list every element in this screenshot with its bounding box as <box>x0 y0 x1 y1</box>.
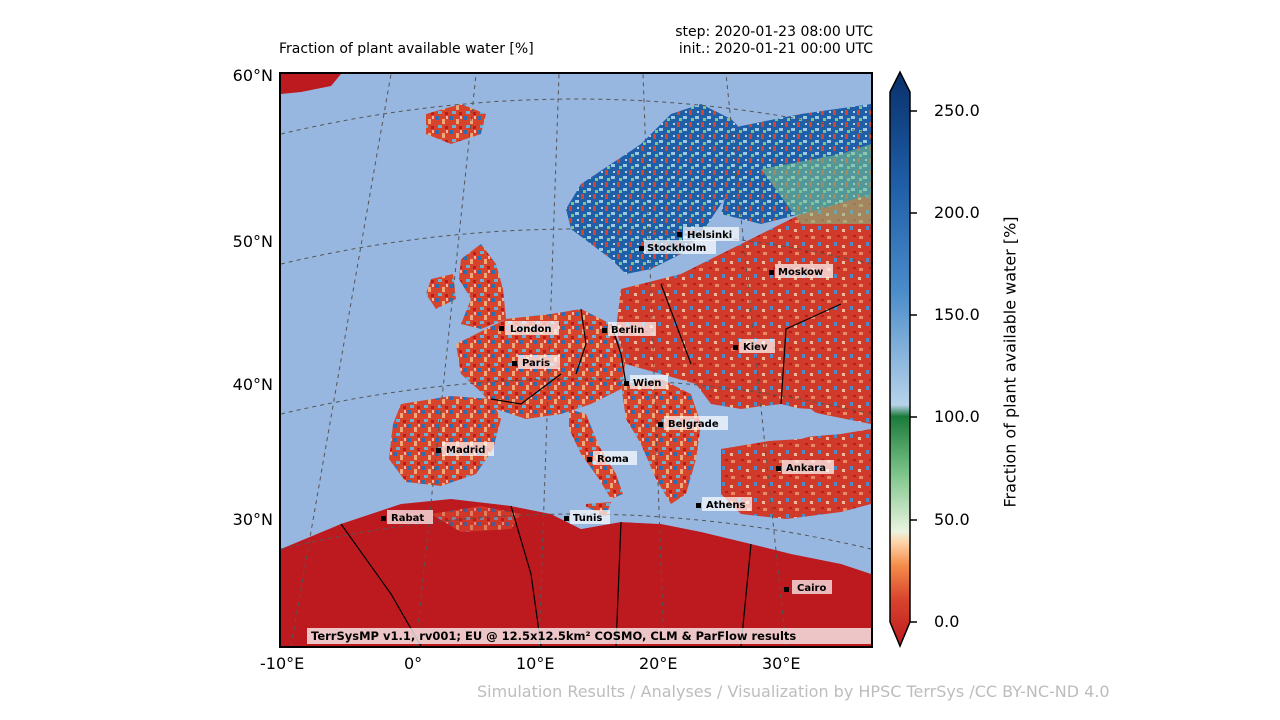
credit-line: Simulation Results / Analyses / Visualiz… <box>477 682 1110 701</box>
svg-text:Madrid: Madrid <box>446 445 485 456</box>
svg-text:Ankara: Ankara <box>786 463 826 474</box>
land-eastern-europe <box>616 194 871 424</box>
svg-text:Stockholm: Stockholm <box>647 243 706 254</box>
model-note: TerrSysMP v1.1, rv001; EU @ 12.5x12.5km²… <box>311 629 796 643</box>
land-ireland <box>426 274 456 309</box>
colorbar-tick-100: 100.0 <box>934 407 980 426</box>
timestamp-block: step: 2020-01-23 08:00 UTC init.: 2020-0… <box>675 24 873 58</box>
map-panel: Helsinki Stockholm Moskow London Berlin … <box>279 72 873 648</box>
land-iberia <box>389 396 501 486</box>
land-iceland <box>426 104 486 144</box>
city-markers: Helsinki Stockholm Moskow London Berlin … <box>381 227 834 594</box>
colorbar-tick-150: 150.0 <box>934 305 980 324</box>
svg-text:Wien: Wien <box>633 378 661 389</box>
svg-text:Belgrade: Belgrade <box>668 419 719 430</box>
svg-text:Paris: Paris <box>522 358 550 369</box>
init-time: init.: 2020-01-21 00:00 UTC <box>678 41 873 57</box>
svg-text:Moskow: Moskow <box>778 267 823 278</box>
lon-label-20: 20°E <box>639 654 678 673</box>
black-sea <box>711 406 836 442</box>
city-helsinki: Helsinki <box>677 227 739 241</box>
lon-label-0: 0° <box>404 654 423 673</box>
city-ankara: Ankara <box>776 460 834 474</box>
colorbar-tick-0: 0.0 <box>934 612 960 631</box>
step-time: step: 2020-01-23 08:00 UTC <box>675 24 873 40</box>
svg-text:Berlin: Berlin <box>611 325 644 336</box>
city-berlin: Berlin <box>602 322 656 336</box>
land-britain <box>459 244 506 329</box>
lat-label-60: 60°N <box>232 66 273 85</box>
svg-text:Helsinki: Helsinki <box>687 230 732 241</box>
city-cairo: Cairo <box>784 580 832 594</box>
lat-label-30: 30°N <box>232 510 273 529</box>
colorbar-tick-50: 50.0 <box>934 510 970 529</box>
city-wien: Wien <box>624 375 668 389</box>
lon-label-10: 10°E <box>516 654 555 673</box>
land-scandinavia <box>566 104 751 274</box>
city-paris: Paris <box>512 355 560 369</box>
city-tunis: Tunis <box>564 510 610 524</box>
svg-text:Roma: Roma <box>597 454 629 465</box>
svg-text:Tunis: Tunis <box>573 513 602 524</box>
city-moskow: Moskow <box>769 264 833 278</box>
city-kiev: Kiev <box>733 339 775 353</box>
city-madrid: Madrid <box>436 442 494 456</box>
map-title: Fraction of plant available water [%] <box>279 41 534 57</box>
lat-label-40: 40°N <box>232 375 273 394</box>
svg-text:Athens: Athens <box>706 500 746 511</box>
city-london: London <box>499 321 559 335</box>
map-canvas: Helsinki Stockholm Moskow London Berlin … <box>281 74 871 646</box>
colorbar-tick-200: 200.0 <box>934 203 980 222</box>
lon-label-m10: -10°E <box>260 654 305 673</box>
colorbar-tick-250: 250.0 <box>934 101 980 120</box>
svg-text:London: London <box>510 324 552 335</box>
land-balkans <box>621 379 701 504</box>
colorbar <box>886 70 926 654</box>
svg-text:Cairo: Cairo <box>797 583 826 594</box>
country-borders <box>340 283 842 646</box>
lon-label-30: 30°E <box>762 654 801 673</box>
city-athens: Athens <box>696 497 752 511</box>
lat-label-50: 50°N <box>232 232 273 251</box>
city-roma: Roma <box>587 451 637 465</box>
city-stockholm: Stockholm <box>639 240 716 254</box>
svg-text:Kiev: Kiev <box>743 342 768 353</box>
colorbar-label: Fraction of plant available water [%] <box>1000 216 1020 508</box>
mediterranean-sea <box>481 479 801 554</box>
city-belgrade: Belgrade <box>658 416 728 430</box>
city-rabat: Rabat <box>381 510 433 524</box>
svg-text:Rabat: Rabat <box>391 513 424 524</box>
